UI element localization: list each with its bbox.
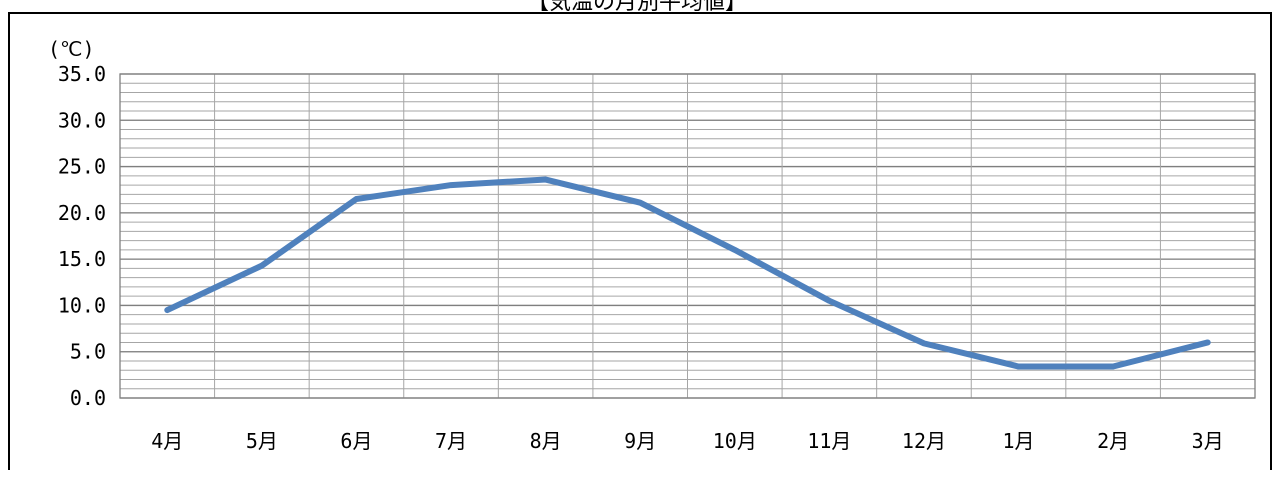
x-tick-label: 2月: [1097, 429, 1129, 453]
y-axis-unit-label: (℃): [48, 37, 95, 61]
y-tick-label: 0.0: [70, 386, 106, 410]
chart-frame: 0.0 5.0 10.0 15.0 20.0 25.0 30.0 35.0 4月 5月 6月 7月 8…: [8, 12, 1272, 470]
x-axis-tick-labels: 4月 5月 6月 7月 8月 9月 10月 11月 12月 1月 2月 3月: [151, 429, 1223, 453]
y-axis-tick-labels: 0.0 5.0 10.0 15.0 20.0 25.0 30.0 35.0: [58, 62, 106, 410]
x-tick-label: 11月: [807, 429, 851, 453]
y-tick-label: 10.0: [58, 293, 106, 317]
x-tick-label: 9月: [624, 429, 656, 453]
y-tick-label: 35.0: [58, 62, 106, 86]
x-tick-label: 6月: [340, 429, 372, 453]
y-tick-label: 25.0: [58, 155, 106, 179]
temperature-line-chart: 0.0 5.0 10.0 15.0 20.0 25.0 30.0 35.0 4月 5月 6月 7月 8…: [10, 14, 1270, 472]
x-tick-label: 10月: [713, 429, 757, 453]
y-tick-label: 30.0: [58, 108, 106, 132]
y-tick-label: 20.0: [58, 201, 106, 225]
x-tick-label: 7月: [435, 429, 467, 453]
y-tick-label: 5.0: [70, 340, 106, 364]
x-tick-label: 1月: [1003, 429, 1035, 453]
x-tick-label: 3月: [1192, 429, 1224, 453]
x-tick-label: 12月: [902, 429, 946, 453]
x-tick-label: 4月: [151, 429, 183, 453]
x-tick-label: 8月: [530, 429, 562, 453]
vertical-gridlines: [120, 74, 1255, 398]
y-tick-label: 15.0: [58, 247, 106, 271]
x-tick-label: 5月: [246, 429, 278, 453]
